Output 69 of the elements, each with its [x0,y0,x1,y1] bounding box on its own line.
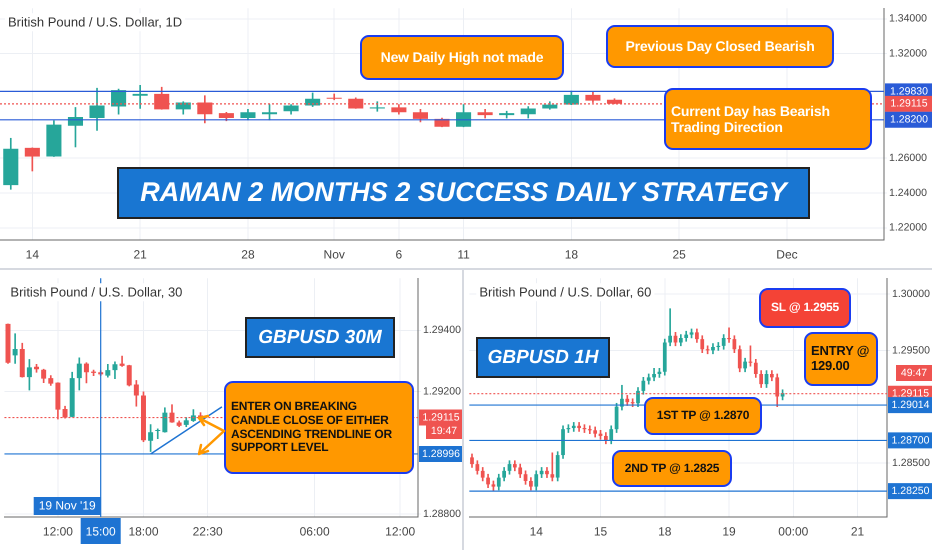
x-tick-label: 15 [594,524,608,539]
text: British Pound / U.S. Dollar, 1D [8,14,182,30]
callout-box: 2ND TP @ 1.2825 [612,450,732,487]
ref-line-label: 1.29115 [890,98,928,110]
annotation: 2ND TP @ 1.2825 [624,460,720,476]
label-box: GBPUSD 30M [245,317,395,358]
x-tick-label: 14 [530,524,544,539]
y-tick-label: 1.28800 [423,508,462,520]
callout-box: ENTER ON BREAKING CANDLE CLOSE OF EITHER ASCENDING TRENDLINE OR SUPPORT LEVEL [224,381,414,474]
ref-line-label: 1.29014 [892,398,930,411]
y-tick-label: 1.28500 [892,456,930,469]
y-tick-label: 1.29400 [423,324,462,336]
ref-line-label: 1.28700 [892,434,930,446]
ref-line-label: 19 Nov '19 [38,498,96,512]
x-tick-label: 18 [564,248,578,262]
x-tick-label: 18 [658,524,672,539]
x-tick-label: 12:00 [385,524,416,539]
annotation: RAMAN 2 MONTHS 2 SUCCESS DAILY STRATEGY [140,177,787,209]
annotation: 1ST TP @ 1.2870 [656,408,750,423]
x-tick-label: 21 [133,248,148,262]
y-tick-label: 1.29200 [423,385,462,398]
annotation: Previous Day Closed Bearish [625,38,815,55]
annotation: Current Day has Bearish Trading Direction [671,102,831,136]
annotation: ENTRY @ 129.00 [811,343,870,374]
callout-box: ENTRY @ 129.00 [804,332,878,386]
y-tick-label: 1.30000 [892,288,930,300]
x-tick-label: 15:00 [86,524,116,539]
annotation: ENTER ON BREAKING CANDLE CLOSE OF EITHER ASCENDING TRENDLINE OR SUPPORT LEVEL [231,398,393,456]
callout-box: Current Day has Bearish Trading Direction [664,88,872,150]
callout-box: SL @ 1.2955 [759,288,851,328]
y-tick-label: 1.32000 [889,47,928,60]
label-box: 49:47 [896,365,932,381]
x-tick-label: 25 [672,248,686,262]
text: British Pound / U.S. Dollar, 60 [479,284,652,300]
callout-box: Previous Day Closed Bearish [606,25,834,68]
label-box: 19:47 [426,423,462,439]
annotation: GBPUSD 30M [258,326,382,348]
callout-box: 1ST TP @ 1.2870 [644,397,762,435]
x-tick-label: Dec [776,248,798,262]
ref-line-label: 1.28250 [892,484,930,497]
label-box: RAMAN 2 MONTHS 2 SUCCESS DAILY STRATEGY [117,167,810,219]
x-tick-label: 22:30 [192,524,223,539]
y-tick-label: 1.34000 [889,12,928,25]
x-tick-label: 18:00 [128,524,159,539]
ref-line-label: 1.28200 [890,114,928,126]
ref-line-label: 1.28996 [422,448,460,460]
ref-line-label: 1.29830 [890,85,928,98]
x-tick-label: 19 [722,524,736,539]
label-box: GBPUSD 1H [476,337,610,378]
annotation: SL @ 1.2955 [771,300,839,315]
x-tick-label: 06:00 [300,524,330,539]
ref-line-label: 1.29115 [892,388,930,400]
x-tick-label: 00:00 [778,524,809,539]
annotation: New Daily High not made [380,49,544,66]
x-tick-label: 14 [26,248,40,262]
y-tick-label: 1.29500 [892,344,930,356]
annotation: GBPUSD 1H [488,346,598,368]
y-tick-label: 1.24000 [889,186,928,199]
y-tick-label: 1.26000 [889,152,928,164]
x-tick-label: 11 [457,248,470,262]
x-tick-label: 6 [396,248,403,262]
ref-line-label: 1.29115 [422,411,460,424]
x-tick-label: 28 [241,248,255,262]
x-tick-label: 21 [850,524,865,539]
y-tick-label: 1.22000 [889,222,928,234]
x-tick-label: Nov [324,248,345,262]
callout-box: New Daily High not made [360,35,564,80]
x-tick-label: 12:00 [42,524,74,539]
text: British Pound / U.S. Dollar, 30 [10,284,182,300]
